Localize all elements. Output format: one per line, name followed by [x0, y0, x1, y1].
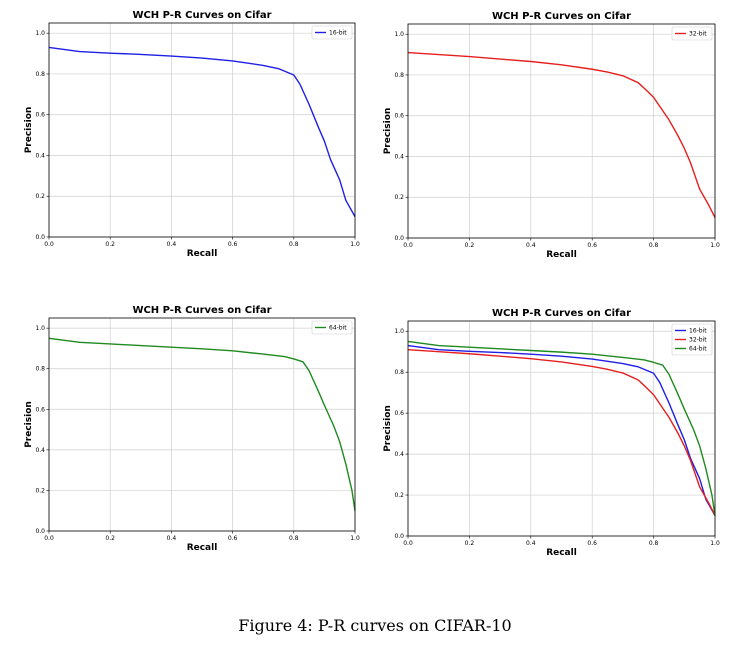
y-tick-label: 0.0	[35, 528, 45, 535]
x-tick-label: 1.0	[350, 241, 360, 248]
x-tick-label: 0.8	[649, 242, 659, 249]
y-tick-label: 0.6	[35, 406, 45, 413]
chart-panel-3: 0.0 0.2 0.4 0.6 0.8 1.0 0.0 0.2 0.4 0.6 0.8 1.0 WCH …	[24, 305, 360, 553]
chart-panel-2: 0.0 0.2 0.4 0.6 0.8 1.0 0.0 0.2 0.4 0.6 0.8 1.0 WCH …	[383, 11, 720, 260]
chart-panel-4: 0.0 0.2 0.4 0.6 0.8 1.0 0.0 0.2 0.4 0.6 0.8 1.0 WCH …	[383, 308, 720, 558]
x-tick-label: 0.0	[44, 241, 54, 248]
legend-label-16-bit: 16-bit	[689, 328, 707, 335]
plot-frame	[48, 317, 356, 532]
legend-box	[671, 323, 713, 356]
x-tick-label: 0.0	[403, 242, 413, 249]
y-tick-label: 0.4	[35, 152, 45, 159]
chart-title: WCH P-R Curves on Cifar	[492, 11, 631, 22]
y-tick-label: 0.2	[35, 487, 45, 494]
x-tick-label: 0.6	[228, 241, 238, 248]
y-tick-label: 0.4	[394, 451, 404, 458]
y-tick-label: 0.6	[394, 113, 404, 120]
x-tick-label: 0.4	[526, 242, 536, 249]
x-tick-label: 0.8	[289, 241, 299, 248]
x-tick-label: 0.2	[465, 242, 475, 249]
y-tick-label: 0.8	[394, 369, 404, 376]
y-axis-label: Precision	[383, 108, 393, 155]
chart-panel-1: 0.0 0.2 0.4 0.6 0.8 1.0 0.0 0.2 0.4 0.6 0.8 1.0 WCH …	[24, 10, 360, 259]
series-line-32-bit	[407, 51, 716, 218]
x-tick-label: 0.4	[167, 241, 177, 248]
y-axis-label: Precision	[383, 405, 393, 452]
x-tick-label: 0.8	[649, 540, 659, 547]
y-tick-label: 1.0	[394, 328, 404, 335]
legend-label-64-bit: 64-bit	[329, 325, 347, 332]
series-line-16-bit	[407, 344, 716, 516]
y-tick-label: 0.6	[394, 410, 404, 417]
series-line-64-bit	[407, 340, 716, 516]
x-tick-label: 1.0	[710, 540, 720, 547]
y-tick-label: 0.2	[394, 492, 404, 499]
y-tick-label: 1.0	[35, 325, 45, 332]
legend-box	[311, 320, 353, 335]
y-tick-label: 0.2	[35, 193, 45, 200]
x-tick-label: 0.8	[289, 535, 299, 542]
x-tick-label: 0.6	[587, 540, 597, 547]
y-tick-label: 0.0	[394, 533, 404, 540]
x-tick-label: 0.6	[228, 535, 238, 542]
x-tick-label: 0.2	[465, 540, 475, 547]
y-tick-label: 0.8	[35, 71, 45, 78]
x-tick-label: 1.0	[350, 535, 360, 542]
x-tick-label: 0.0	[44, 535, 54, 542]
x-tick-label: 0.6	[587, 242, 597, 249]
y-tick-label: 0.4	[394, 153, 404, 160]
plot-frame	[48, 22, 356, 238]
y-tick-label: 0.0	[35, 234, 45, 241]
legend-label-16-bit: 16-bit	[329, 30, 347, 37]
y-axis-label: Precision	[24, 401, 34, 448]
x-tick-label: 0.2	[105, 535, 115, 542]
series-line-32-bit	[407, 348, 716, 516]
y-tick-label: 1.0	[35, 30, 45, 37]
chart-title: WCH P-R Curves on Cifar	[132, 305, 271, 316]
y-tick-label: 0.4	[35, 447, 45, 454]
plot-frame	[407, 23, 716, 239]
x-axis-label: Recall	[546, 250, 577, 260]
y-tick-label: 0.2	[394, 194, 404, 201]
series-line-16-bit	[48, 46, 356, 217]
x-tick-label: 1.0	[710, 242, 720, 249]
x-axis-label: Recall	[187, 249, 218, 259]
y-tick-label: 1.0	[394, 31, 404, 38]
y-tick-label: 0.8	[394, 72, 404, 79]
legend-label-64-bit: 64-bit	[689, 346, 707, 353]
x-tick-label: 0.0	[403, 540, 413, 547]
x-axis-label: Recall	[546, 548, 577, 558]
series-line-64-bit	[48, 337, 356, 511]
y-tick-label: 0.8	[35, 366, 45, 373]
figure: 0.0 0.2 0.4 0.6 0.8 1.0 0.0 0.2 0.4 0.6 0.8 1.0 WCH …	[24, 10, 720, 558]
y-tick-label: 0.6	[35, 112, 45, 119]
x-axis-label: Recall	[187, 543, 218, 553]
x-tick-label: 0.4	[167, 535, 177, 542]
legend-label-32-bit: 32-bit	[689, 337, 707, 344]
x-tick-label: 0.4	[526, 540, 536, 547]
chart-title: WCH P-R Curves on Cifar	[492, 308, 631, 319]
plot-frame	[407, 320, 716, 537]
legend-box	[671, 26, 713, 41]
legend-box	[311, 25, 353, 40]
y-axis-label: Precision	[24, 107, 34, 154]
chart-title: WCH P-R Curves on Cifar	[132, 10, 271, 21]
legend-label-32-bit: 32-bit	[689, 31, 707, 38]
y-tick-label: 0.0	[394, 235, 404, 242]
figure-caption: Figure 4: P-R curves on CIFAR-10	[238, 616, 512, 635]
x-tick-label: 0.2	[105, 241, 115, 248]
